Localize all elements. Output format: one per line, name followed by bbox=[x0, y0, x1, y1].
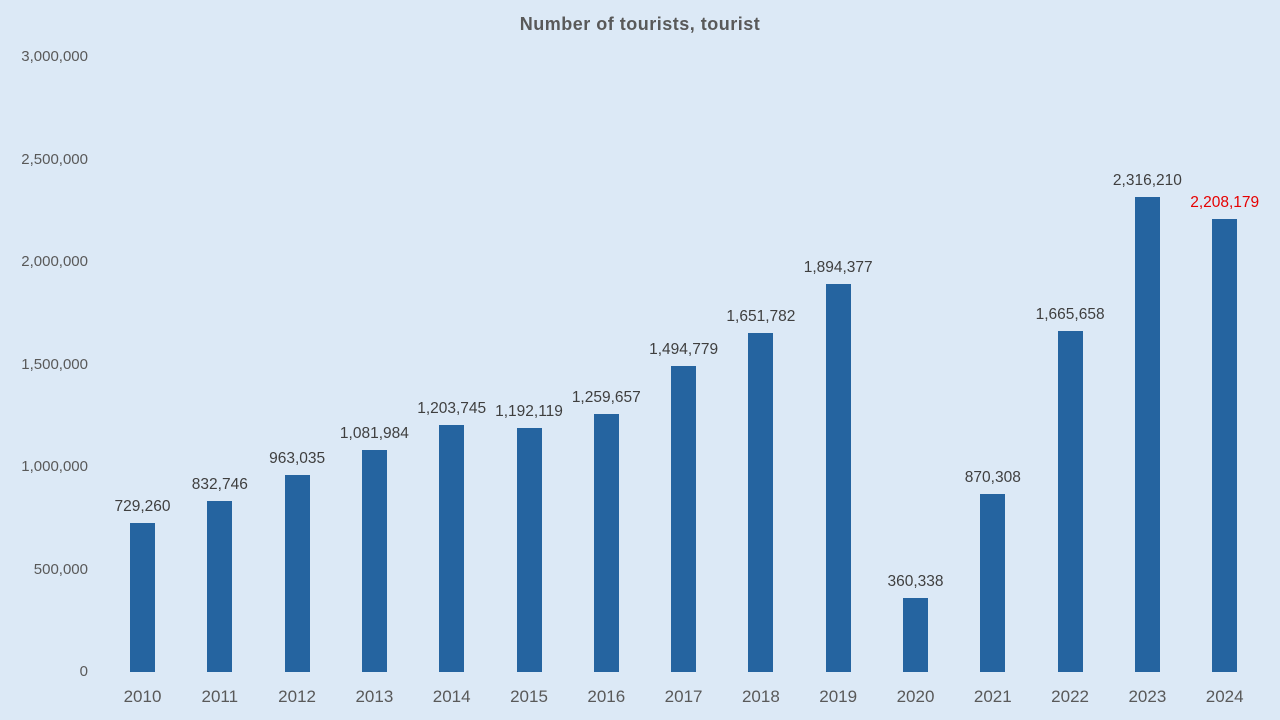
value-label-2013: 1,081,984 bbox=[339, 425, 409, 443]
x-tick-label-2022: 2022 bbox=[1051, 687, 1089, 706]
value-label-2016: 1,259,657 bbox=[571, 388, 641, 406]
y-tick-label: 0 bbox=[79, 663, 88, 680]
y-tick-label: 2,500,000 bbox=[21, 150, 88, 168]
value-label-2023: 2,316,210 bbox=[1112, 172, 1182, 190]
x-tick-label-2024: 2024 bbox=[1205, 687, 1244, 706]
x-tick-label-2012: 2012 bbox=[278, 687, 316, 706]
bar-2023 bbox=[1134, 197, 1160, 672]
bar-2014 bbox=[439, 425, 465, 672]
bar-2015 bbox=[516, 427, 542, 672]
value-label-2011: 832,746 bbox=[191, 476, 248, 494]
x-tick-label-2010: 2010 bbox=[123, 687, 162, 706]
bar-2010 bbox=[130, 522, 155, 672]
bar-2013 bbox=[361, 450, 387, 672]
value-label-2018: 1,651,782 bbox=[726, 308, 796, 326]
x-tick-label-2016: 2016 bbox=[587, 687, 626, 706]
bar-2020 bbox=[903, 598, 928, 672]
value-label-2010: 729,260 bbox=[114, 497, 171, 515]
value-label-2019: 1,894,377 bbox=[803, 258, 873, 276]
x-tick-label-2019: 2019 bbox=[819, 687, 858, 706]
y-tick-label: 3,000,000 bbox=[21, 48, 88, 65]
y-tick-label: 500,000 bbox=[33, 560, 88, 578]
bar-2021 bbox=[980, 493, 1006, 672]
y-tick-label: 1,500,000 bbox=[21, 355, 88, 373]
value-label-2024: 2,208,179 bbox=[1190, 194, 1260, 212]
value-label-2015: 1,192,119 bbox=[495, 402, 563, 420]
bar-2017 bbox=[671, 365, 697, 672]
x-tick-label-2020: 2020 bbox=[896, 687, 935, 706]
value-label-2012: 963,035 bbox=[269, 449, 326, 467]
value-label-2021: 870,308 bbox=[964, 468, 1021, 486]
bar-2012 bbox=[284, 474, 310, 672]
bar-2011 bbox=[207, 501, 233, 672]
value-label-2020: 360,338 bbox=[887, 573, 944, 591]
value-label-2014: 1,203,745 bbox=[417, 400, 487, 418]
chart-title: Number of tourists, tourist bbox=[519, 14, 761, 34]
x-tick-label-2021: 2021 bbox=[973, 687, 1012, 706]
x-tick-label-2015: 2015 bbox=[510, 687, 548, 706]
x-tick-label-2014: 2014 bbox=[432, 687, 471, 706]
x-tick-label-2013: 2013 bbox=[355, 687, 394, 706]
x-tick-label-2017: 2017 bbox=[664, 687, 703, 706]
value-label-2022: 1,665,658 bbox=[1035, 305, 1105, 323]
x-tick-label-2018: 2018 bbox=[741, 687, 780, 706]
y-tick-label: 1,000,000 bbox=[21, 458, 88, 475]
x-tick-label-2011: 2011 bbox=[201, 687, 239, 706]
bar-2019 bbox=[825, 283, 851, 672]
bar-2018 bbox=[748, 333, 774, 672]
bar-2022 bbox=[1057, 330, 1083, 672]
bar-2024 bbox=[1212, 219, 1238, 672]
value-label-2017: 1,494,779 bbox=[649, 340, 719, 358]
y-tick-label: 2,000,000 bbox=[21, 253, 88, 270]
bar-2016 bbox=[593, 413, 619, 672]
x-tick-label-2023: 2023 bbox=[1128, 687, 1167, 706]
